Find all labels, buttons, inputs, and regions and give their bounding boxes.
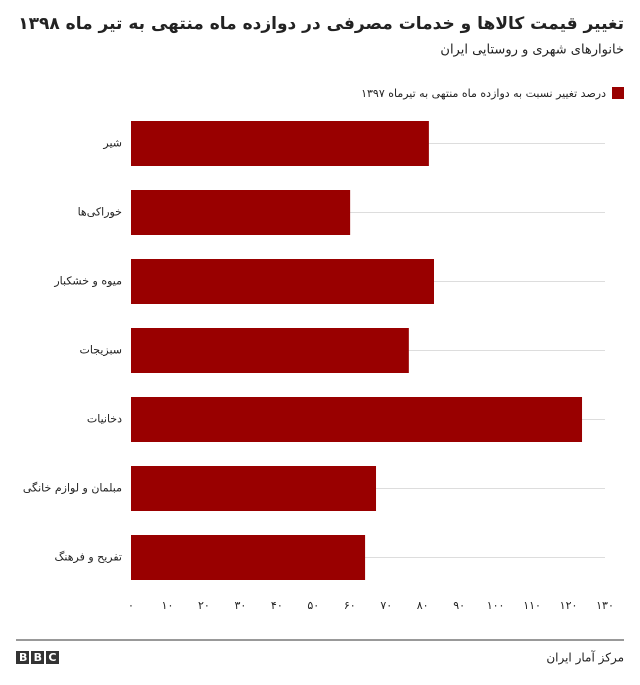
bar [131,121,429,166]
legend-swatch [612,87,624,99]
chart-subtitle: خانوارهای شهری و روستایی ایران [440,43,624,58]
bar [131,466,377,511]
logo-box [46,651,59,664]
y-tick-label: سبزیجات [80,344,122,357]
y-tick-label: تفریح و فرهنگ [55,551,122,564]
x-tick-label: ۱۰ [162,599,174,612]
y-tick-label: شیر [102,137,122,150]
x-tick-label: ۶۰ [344,599,356,612]
source: مرکز آمار ایران [546,650,624,666]
bar [131,328,409,373]
x-tick-label: ۱۲۰ [560,599,578,612]
bar [131,397,583,442]
y-tick-label: دخانیات [87,413,122,426]
logo: BBC [19,651,63,664]
x-tick-label: ۱۱۰ [523,599,541,612]
bar [131,190,351,235]
x-tick-label: ۷۰ [380,599,392,612]
bar [131,259,434,304]
x-tick-label: ۲۰ [198,599,210,612]
x-tick-label: ۵۰ [307,599,319,612]
legend-label: درصد تغییر نسبت به دوازده ماه منتهی به ت… [361,87,606,100]
x-tick-label: ۳۰ [234,599,246,612]
logo-box [31,651,44,664]
x-tick-label: ۰ [128,599,134,612]
x-tick-label: ۴۰ [271,599,283,612]
chart-title: تغییر قیمت کالاها و خدمات مصرفی در دوازد… [18,14,624,34]
x-tick-label: ۹۰ [453,599,465,612]
y-tick-label: مبلمان و لوازم خانگی [23,482,122,495]
x-tick-label: ۱۳۰ [596,599,614,612]
bar [131,535,366,580]
logo-box [16,651,29,664]
y-tick-label: میوه و خشکبار [53,275,122,288]
x-tick-label: ۱۰۰ [487,599,505,612]
y-tick-label: خوراکی‌ها [78,206,122,219]
x-tick-label: ۸۰ [417,599,429,612]
